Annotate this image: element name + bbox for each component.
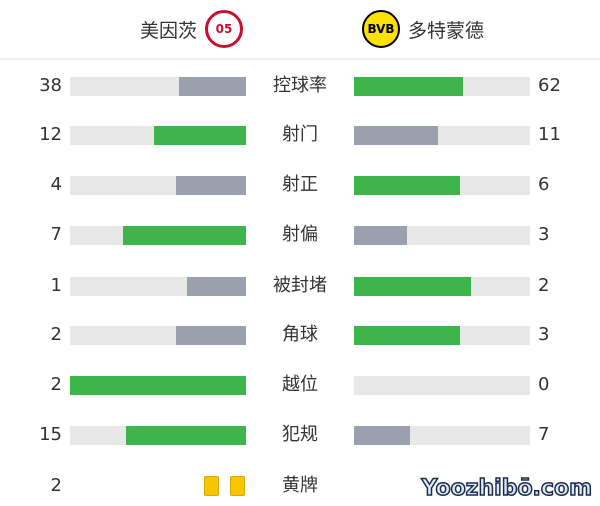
home-bar [70,277,246,296]
stat-row: 38 控球率 62 [0,73,600,99]
home-team[interactable]: 美因茨 05 [140,10,244,48]
away-value: 6 [538,174,550,195]
home-bar [70,426,246,445]
home-bar [70,126,246,145]
away-value: 7 [538,424,550,445]
away-team[interactable]: BVB 多特蒙德 [362,10,484,48]
away-value: 3 [538,224,550,245]
stat-label: 射门 [282,124,318,145]
stat-label: 角球 [282,324,318,345]
home-bar-fill [187,277,246,296]
yellow-card-icon [204,476,219,496]
home-team-name: 美因茨 [140,19,198,42]
stat-label: 射偏 [282,224,318,245]
stat-row: 4 射正 6 [0,172,600,198]
match-header: 美因茨 05 BVB 多特蒙德 [0,0,600,60]
stat-label: 犯规 [282,424,318,445]
stat-label: 射正 [282,174,318,195]
away-bar-fill [354,226,407,245]
home-value: 2 [50,324,62,345]
home-value: 2 [50,374,62,395]
away-bar-fill [354,77,464,96]
stat-label: 被封堵 [273,275,327,296]
away-value: 62 [538,75,561,96]
home-value: 7 [50,224,62,245]
home-value: 38 [39,75,62,96]
away-value: 11 [538,124,561,145]
stat-label: 控球率 [273,75,327,96]
home-bar [70,77,246,96]
yellow-card-icon [230,476,245,496]
home-value: 12 [39,124,62,145]
away-bar [354,277,530,296]
home-bar-fill [179,77,246,96]
away-value: 0 [538,374,550,395]
away-value: 2 [538,275,550,296]
away-bar [354,176,530,195]
away-bar-fill [354,176,460,195]
stat-row: 2 角球 3 [0,322,600,348]
away-bar [354,226,530,245]
home-bar [70,326,246,345]
stat-row: 2 越位 0 [0,372,600,398]
stat-label: 黄牌 [282,475,318,496]
away-bar [354,376,530,395]
away-bar [354,426,530,445]
away-value: 3 [538,324,550,345]
stat-row: 1 被封堵 2 [0,273,600,299]
home-bar-fill [175,326,246,345]
home-bar-fill [126,426,246,445]
home-bar [70,176,246,195]
home-value: 15 [39,424,62,445]
away-team-name: 多特蒙德 [408,19,485,42]
away-bar-fill [354,126,439,145]
away-bar-fill [354,326,460,345]
home-bar-fill [154,126,246,145]
home-bar [70,226,246,245]
bvb-crest-icon: BVB [362,10,400,48]
home-value: 4 [50,174,62,195]
away-bar [354,77,530,96]
stat-row: 12 射门 11 [0,122,600,148]
watermark: Yoozhibō.com [421,475,593,502]
away-bar-fill [354,277,472,296]
home-bar-fill [122,226,246,245]
stat-label: 越位 [282,374,318,395]
away-bar [354,126,530,145]
home-value: 2 [50,475,62,496]
home-value: 1 [50,275,62,296]
away-bar-fill [354,426,410,445]
home-bar-fill [175,176,246,195]
mainz-crest-icon: 05 [205,10,244,48]
stat-row: 7 射偏 3 [0,222,600,248]
away-bar [354,326,530,345]
stat-row: 15 犯规 7 [0,422,600,448]
stat-row-yellow-cards: 2 黄牌 [0,473,600,499]
home-bar-fill [70,376,246,395]
home-bar [70,376,246,395]
